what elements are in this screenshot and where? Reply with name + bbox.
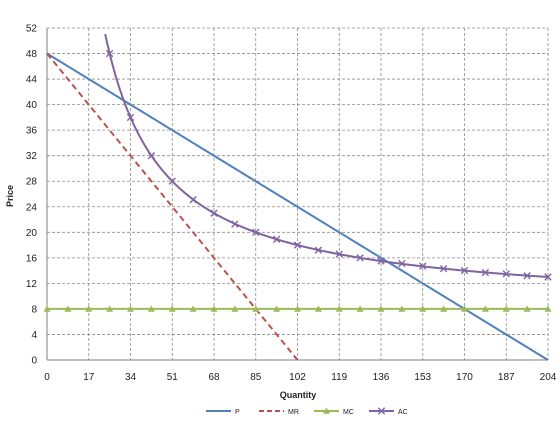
legend: P MR MC AC [206,407,408,416]
series-ac-marker-17 [460,266,469,275]
series-mc-marker-10 [252,305,260,312]
series-mc-marker-2 [85,305,93,312]
series-mc-marker-23 [523,305,531,312]
y-tick-label-2: 8 [31,304,37,315]
series-ac-marker-9 [293,241,302,249]
x-tick-label-7: 119 [331,372,347,383]
series-ac-marker-10 [314,246,323,254]
series-ac-marker-4 [189,196,197,204]
y-axis-label: Price [5,185,15,207]
series-mr [46,52,299,361]
series-mc-marker-21 [481,305,489,312]
x-tick-label-6: 102 [289,372,306,383]
y-tick-label-0: 0 [31,356,37,367]
y-tick-label-4: 16 [26,253,38,264]
series-ac-marker-19 [502,270,510,278]
series-ac-marker-12 [356,254,364,262]
series-mc-marker-18 [419,305,427,312]
x-tick-label-0: 0 [44,372,50,383]
series-ac-marker-7 [252,228,260,237]
series-mc-marker-7 [189,305,197,312]
series-mc-marker-4 [127,305,134,312]
y-tick-label-8: 32 [26,151,38,162]
x-tick-label-2: 34 [125,372,137,383]
x-tick-label-10: 170 [456,372,473,383]
x-tick-label-9: 153 [414,372,431,383]
series-ac-marker-16 [439,265,448,273]
series-ac-marker-1 [126,113,135,122]
series-mc-marker-3 [106,305,114,312]
series-ac-marker-14 [398,259,406,268]
series-ac-marker-5 [210,209,218,217]
series-mc-marker-17 [398,305,406,312]
y-tick-label-10: 40 [26,100,38,111]
series-ac-marker-6 [231,220,239,228]
series-ac-marker-18 [481,268,490,277]
x-tick-label-4: 68 [208,372,220,383]
y-tick-label-7: 28 [26,177,38,188]
series-mc-marker-9 [231,305,239,312]
y-tick-label-13: 52 [26,24,38,35]
series-ac-marker-15 [419,262,427,270]
series-mc-marker-16 [377,305,385,312]
x-tick-label-1: 17 [83,372,95,383]
y-tick-label-1: 4 [31,330,37,341]
series-mc-marker-13 [314,305,322,312]
series-mc-marker-15 [356,305,364,312]
series-mc [43,305,552,312]
series-mc-marker-12 [294,305,301,312]
x-tick-label-5: 85 [250,372,262,383]
series-mc-marker-22 [502,305,510,312]
series-mc-marker-24 [544,305,552,312]
series-layer [43,33,552,361]
series-ac-marker-0 [105,49,114,58]
series-mc-marker-19 [440,305,448,312]
legend-label-p: P [235,409,240,416]
series-ac-line [104,33,548,278]
legend-marker-mc [323,407,330,414]
series-ac-marker-13 [377,257,385,265]
series-ac-marker-2 [147,151,156,160]
series-ac-marker-11 [335,250,343,258]
series-ac-marker-20 [523,272,531,280]
x-tick-label-11: 187 [498,372,515,383]
y-tick-label-5: 20 [26,228,38,239]
series-mc-marker-14 [335,305,343,312]
x-tick-label-8: 136 [373,372,390,383]
series-ac-marker-8 [272,235,281,244]
x-tick-label-3: 51 [167,372,179,383]
legend-label-mc: MC [343,409,354,416]
series-mc-marker-20 [461,305,468,312]
series-ac-marker-21 [544,273,552,281]
y-tick-label-6: 24 [26,202,38,213]
y-tick-label-9: 36 [26,126,38,137]
series-mc-marker-6 [168,305,176,312]
series-mc-marker-11 [273,305,281,312]
series-mc-marker-0 [43,305,51,312]
series-mr-line [46,52,299,361]
x-tick-label-12: 204 [540,372,557,383]
x-axis-label: Quantity [280,390,317,400]
legend-label-mr: MR [288,409,299,416]
series-mc-marker-5 [147,305,155,312]
y-tick-label-11: 44 [26,75,38,86]
legend-marker-ac [377,407,386,415]
x-tick-labels: 0 17 34 51 68 85 102 119 136 153 170 187 204 [44,372,557,383]
y-tick-label-12: 48 [26,49,38,60]
series-ac-marker-3 [168,177,176,185]
y-tick-label-3: 12 [26,279,38,290]
series-ac [104,33,552,281]
series-mc-marker-1 [64,305,72,312]
legend-label-ac: AC [398,409,408,416]
series-mc-marker-8 [210,305,218,312]
